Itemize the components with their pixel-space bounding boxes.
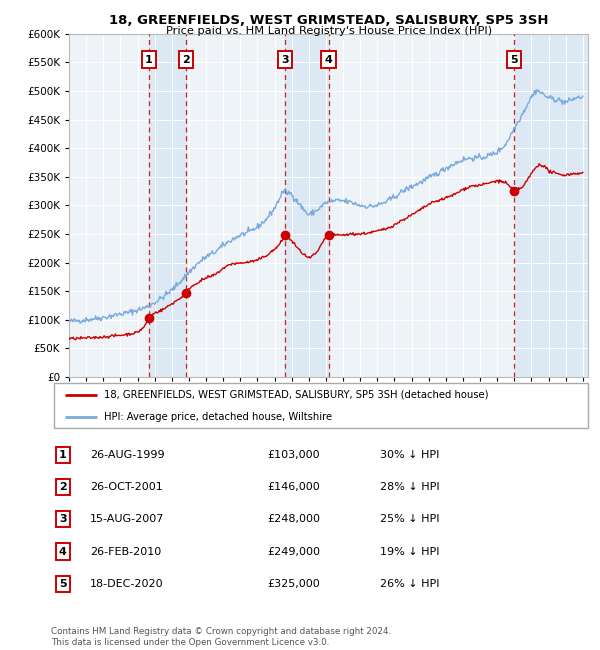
Text: £249,000: £249,000	[267, 547, 320, 556]
FancyBboxPatch shape	[54, 384, 588, 428]
Text: 26-FEB-2010: 26-FEB-2010	[90, 547, 161, 556]
Bar	[514, 34, 588, 377]
Text: 26-AUG-1999: 26-AUG-1999	[90, 450, 164, 460]
Text: £146,000: £146,000	[267, 482, 320, 492]
Text: £325,000: £325,000	[267, 578, 320, 589]
Text: 26-OCT-2001: 26-OCT-2001	[90, 482, 163, 492]
Text: 4: 4	[325, 55, 332, 64]
Text: 18, GREENFIELDS, WEST GRIMSTEAD, SALISBURY, SP5 3SH: 18, GREENFIELDS, WEST GRIMSTEAD, SALISBU…	[109, 14, 548, 27]
Text: 5: 5	[59, 578, 67, 589]
Text: 2: 2	[182, 55, 190, 64]
Text: £248,000: £248,000	[267, 514, 320, 525]
Text: 30% ↓ HPI: 30% ↓ HPI	[380, 450, 440, 460]
Text: Price paid vs. HM Land Registry's House Price Index (HPI): Price paid vs. HM Land Registry's House …	[166, 26, 492, 36]
Text: HPI: Average price, detached house, Wiltshire: HPI: Average price, detached house, Wilt…	[104, 412, 332, 422]
Text: 1: 1	[59, 450, 67, 460]
Text: 25% ↓ HPI: 25% ↓ HPI	[380, 514, 440, 525]
Text: 1: 1	[145, 55, 152, 64]
Text: £103,000: £103,000	[267, 450, 320, 460]
Text: 19% ↓ HPI: 19% ↓ HPI	[380, 547, 440, 556]
Text: 28% ↓ HPI: 28% ↓ HPI	[380, 482, 440, 492]
Text: 2: 2	[59, 482, 67, 492]
Bar	[285, 34, 329, 377]
Text: 3: 3	[59, 514, 67, 525]
Text: Contains HM Land Registry data © Crown copyright and database right 2024.
This d: Contains HM Land Registry data © Crown c…	[51, 627, 391, 647]
Text: 18, GREENFIELDS, WEST GRIMSTEAD, SALISBURY, SP5 3SH (detached house): 18, GREENFIELDS, WEST GRIMSTEAD, SALISBU…	[104, 390, 488, 400]
Text: 18-DEC-2020: 18-DEC-2020	[90, 578, 164, 589]
Text: 4: 4	[59, 547, 67, 556]
Text: 3: 3	[281, 55, 289, 64]
Bar	[149, 34, 186, 377]
Text: 5: 5	[510, 55, 517, 64]
Text: 26% ↓ HPI: 26% ↓ HPI	[380, 578, 440, 589]
Text: 15-AUG-2007: 15-AUG-2007	[90, 514, 164, 525]
